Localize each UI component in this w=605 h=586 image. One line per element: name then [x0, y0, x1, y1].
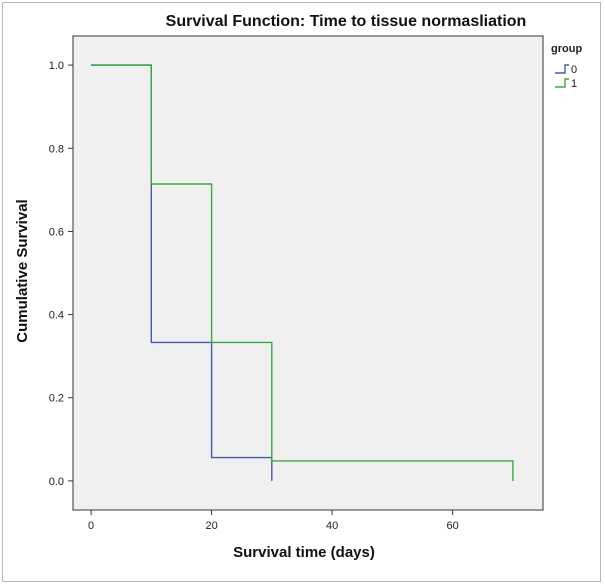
- x-axis-title: Survival time (days): [233, 544, 375, 561]
- y-tick-label: 0.4: [49, 310, 64, 322]
- x-tick-label: 60: [446, 520, 458, 532]
- y-tick-label: 0.8: [49, 143, 64, 155]
- legend-title: group: [551, 43, 582, 55]
- y-axis-title: Cumulative Survival: [14, 199, 31, 342]
- y-tick-label: 1.0: [49, 60, 64, 72]
- series-lines: [91, 64, 514, 481]
- y-tick-label: 0.6: [49, 226, 64, 238]
- legend: group 0 1: [551, 43, 582, 90]
- y-tick-label: 0.0: [49, 476, 64, 488]
- x-tick-label: 20: [205, 520, 217, 532]
- legend-label: 0: [571, 64, 577, 76]
- series-line-group-1: [91, 64, 514, 481]
- chart-title: Survival Function: Time to tissue normas…: [166, 13, 527, 30]
- y-tick-label: 0.2: [49, 393, 64, 405]
- x-tick-label: 40: [326, 520, 338, 532]
- legend-swatch: [555, 78, 569, 88]
- axes: 0 20 40 60 0.0 0.2 0.4 0.6 0.8 1.0: [49, 60, 459, 532]
- plot-area: [72, 35, 544, 511]
- x-tick-label: 0: [88, 520, 94, 532]
- legend-label: 1: [571, 78, 577, 90]
- legend-swatch: [555, 64, 569, 74]
